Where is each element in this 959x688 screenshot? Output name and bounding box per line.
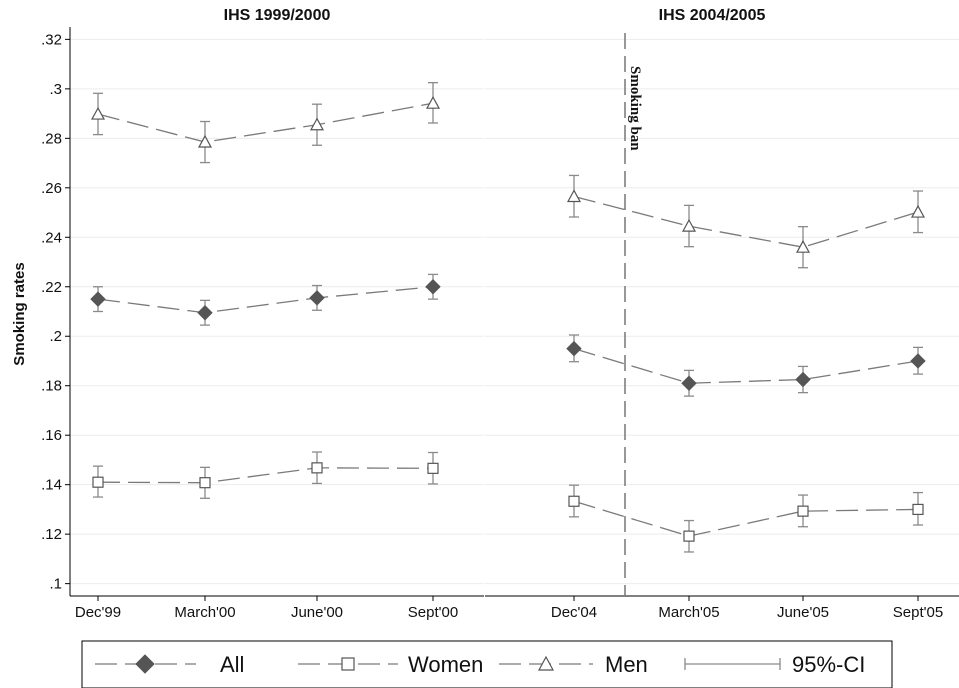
- y-tick-label: .1: [49, 576, 62, 593]
- x-tick-label: June'00: [291, 604, 343, 621]
- point-men: [425, 95, 441, 109]
- smoking-ban-label: Smoking ban: [627, 66, 643, 151]
- point-men: [910, 204, 926, 218]
- annotation-layer: Smoking ban: [624, 33, 643, 596]
- point-women: [797, 505, 809, 517]
- axes: .1 .12 .14 .16 .18 .2 .22 .24 .26 .28 .3 .32 IHS 199…: [41, 7, 959, 621]
- x-tick-label: Sept'00: [408, 604, 458, 621]
- y-axis-label: Smoking rates: [11, 262, 28, 365]
- point-men: [566, 189, 582, 203]
- legend-marker-men: [537, 655, 555, 671]
- point-women: [311, 462, 323, 474]
- y-tick-label: .12: [41, 526, 62, 543]
- data-layer: [90, 82, 926, 553]
- point-women: [199, 477, 211, 489]
- legend: All Women Men 95%-CI: [81, 640, 893, 688]
- series-line-all: [573, 347, 919, 384]
- y-tick-label: .24: [41, 229, 62, 246]
- point-women: [568, 495, 580, 507]
- point-women: [427, 462, 439, 474]
- point-all: [566, 340, 582, 357]
- point-all: [681, 375, 697, 391]
- point-men: [90, 106, 106, 120]
- point-all: [90, 291, 106, 307]
- x-tick-label: June'05: [777, 604, 829, 621]
- point-all: [309, 290, 325, 306]
- y-tick-label: .26: [41, 180, 62, 197]
- y-tick-label: .28: [41, 130, 62, 147]
- point-women: [92, 476, 104, 488]
- panel-title: IHS 1999/2000: [224, 7, 331, 24]
- y-tick-label: .32: [41, 31, 62, 48]
- y-tick-label: .2: [49, 328, 62, 345]
- legend-marker-all: [135, 654, 155, 674]
- series-line-women: [573, 500, 919, 537]
- panel-title: IHS 2004/2005: [659, 7, 766, 24]
- y-tick-label: .18: [41, 378, 62, 395]
- y-tick-label: .14: [41, 477, 62, 494]
- legend-label: 95%-CI: [792, 652, 865, 677]
- point-men: [681, 218, 697, 232]
- point-men: [197, 134, 213, 148]
- series-line-men: [97, 102, 434, 143]
- point-men: [795, 239, 811, 253]
- point-women: [912, 503, 924, 516]
- x-tick-label: March'05: [658, 604, 719, 621]
- x-tick-label: Dec'04: [551, 604, 597, 621]
- point-all: [795, 371, 811, 388]
- y-tick-label: .16: [41, 427, 62, 444]
- point-all: [425, 279, 441, 295]
- y-tick-label: .3: [49, 81, 62, 98]
- x-tick-label: Dec'99: [75, 604, 121, 621]
- legend-label: Women: [408, 652, 483, 677]
- series-line-women: [97, 467, 434, 484]
- legend-label: All: [220, 652, 244, 677]
- x-tick-label: Sept'05: [893, 604, 943, 621]
- point-all: [197, 305, 213, 321]
- x-tick-label: March'00: [174, 604, 235, 621]
- point-men: [309, 117, 325, 131]
- legend-marker-women: [341, 657, 355, 671]
- point-all: [910, 353, 926, 369]
- series-line-all: [97, 286, 434, 314]
- legend-label: Men: [605, 652, 648, 677]
- grid-lines: [70, 38, 959, 585]
- point-women: [683, 530, 695, 542]
- y-tick-label: .22: [41, 279, 62, 296]
